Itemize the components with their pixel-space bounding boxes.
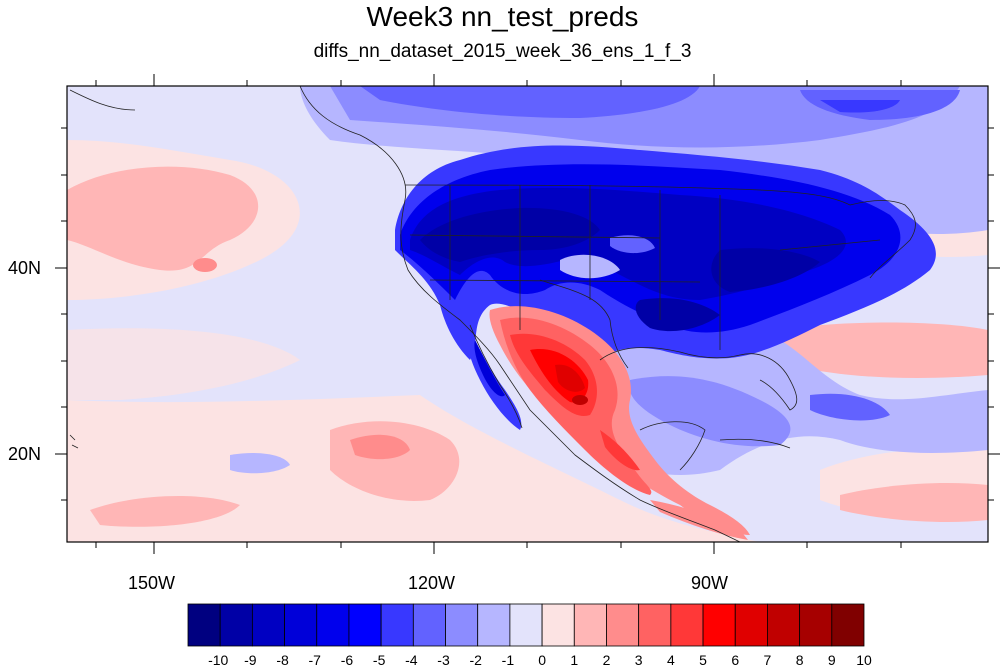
lat-label-20n: 20N <box>8 444 42 464</box>
colorbar-label: -3 <box>437 652 450 668</box>
colorbar-swatch <box>767 603 801 647</box>
lat-label-40n: 40N <box>8 258 42 278</box>
colorbar <box>187 603 865 647</box>
colorbar-label: 9 <box>827 652 836 668</box>
colorbar-swatch <box>734 603 768 647</box>
colorbar-label: -4 <box>405 652 418 668</box>
colorbar-label: -8 <box>276 652 289 668</box>
colorbar-label: 5 <box>699 652 707 668</box>
anomaly-field <box>67 86 988 542</box>
colorbar-label: 3 <box>634 652 643 668</box>
colorbar-swatch <box>284 603 318 647</box>
colorbar-swatch <box>509 603 543 647</box>
colorbar-label: -2 <box>469 652 482 668</box>
colorbar-swatch <box>380 603 414 647</box>
colorbar-swatch <box>831 603 865 647</box>
colorbar-label: 4 <box>666 652 675 668</box>
colorbar-label: -5 <box>372 652 386 668</box>
colorbar-swatch <box>348 603 382 647</box>
colorbar-label: -9 <box>244 652 257 668</box>
colorbar-swatch <box>670 603 704 647</box>
colorbar-swatch <box>477 603 511 647</box>
coastlines <box>69 86 916 542</box>
colorbar-label: 6 <box>731 652 740 668</box>
lon-label-120w: 120W <box>408 573 456 593</box>
colorbar-swatch <box>445 603 479 647</box>
colorbar-swatch <box>187 603 221 647</box>
colorbar-label: -7 <box>308 652 321 668</box>
colorbar-swatch <box>412 603 446 647</box>
lon-label-90w: 90W <box>691 573 729 593</box>
colorbar-swatch <box>251 603 285 647</box>
colorbar-swatch <box>702 603 736 647</box>
colorbar-label: 0 <box>538 652 546 668</box>
colorbar-label: 1 <box>570 652 579 668</box>
colorbar-label: -6 <box>340 652 354 668</box>
colorbar-swatch <box>573 603 607 647</box>
colorbar-label: 7 <box>763 652 772 668</box>
map-subtitle: diffs_nn_dataset_2015_week_36_ens_1_f_3 <box>313 41 692 62</box>
colorbar-swatch <box>316 603 350 647</box>
lon-label-150w: 150W <box>128 573 176 593</box>
colorbar-swatch <box>638 603 672 647</box>
axis-ticks <box>55 74 1000 554</box>
colorbar-label: 8 <box>795 652 804 668</box>
colorbar-label: 10 <box>856 652 872 668</box>
colorbar-swatch <box>219 603 253 647</box>
colorbar-label: -10 <box>208 652 229 668</box>
colorbar-swatch <box>606 603 640 647</box>
colorbar-swatch <box>799 603 833 647</box>
colorbar-label: -1 <box>501 652 515 668</box>
map-title: Week3 nn_test_preds <box>366 1 639 32</box>
colorbar-swatch <box>541 603 575 647</box>
colorbar-label: 2 <box>602 652 611 668</box>
